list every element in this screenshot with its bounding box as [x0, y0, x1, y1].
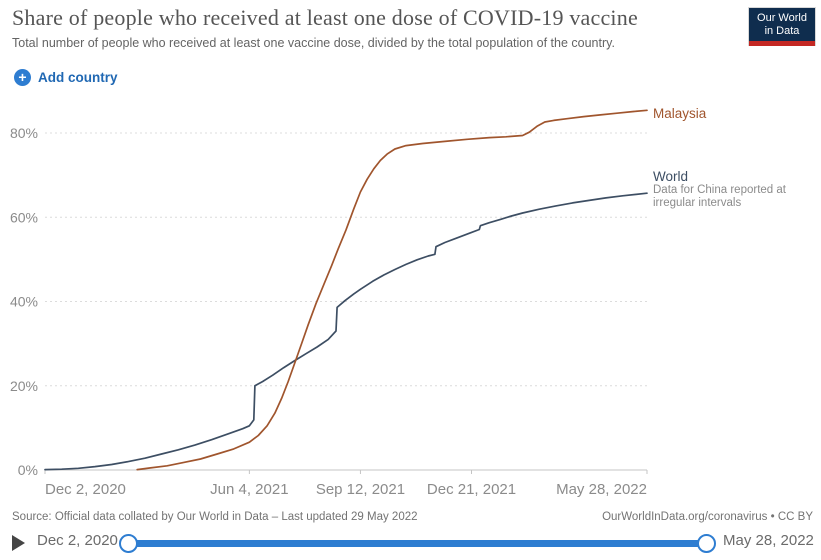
x-tick-label: May 28, 2022 — [556, 481, 647, 498]
x-tick-label: Dec 2, 2020 — [45, 481, 126, 498]
slider-start-handle[interactable] — [119, 534, 138, 553]
slider-end-handle[interactable] — [697, 534, 716, 553]
page-subtitle: Total number of people who received at l… — [12, 36, 615, 50]
add-country-label: Add country — [38, 70, 118, 85]
y-tick-label: 0% — [18, 462, 38, 478]
x-tick-label: Sep 12, 2021 — [316, 481, 405, 498]
add-country-button[interactable]: + Add country — [12, 67, 120, 88]
attribution-link[interactable]: OurWorldInData.org/coronavirus • CC BY — [602, 511, 813, 523]
timeline-slider[interactable] — [119, 533, 716, 553]
y-tick-label: 20% — [10, 378, 38, 394]
page-title: Share of people who received at least on… — [12, 5, 638, 30]
china-data-annotation: Data for China reported at irregular int… — [653, 184, 786, 209]
owid-logo-text: Our World in Data — [757, 12, 807, 37]
y-tick-label: 80% — [10, 125, 38, 141]
timeline-end-date[interactable]: May 28, 2022 — [723, 532, 814, 549]
series-line-malaysia — [136, 109, 648, 471]
series-label-malaysia[interactable]: Malaysia — [653, 106, 707, 121]
series-label-world[interactable]: World — [653, 169, 689, 184]
x-tick-label: Jun 4, 2021 — [210, 481, 288, 498]
timeline-start-date[interactable]: Dec 2, 2020 — [37, 532, 118, 549]
y-tick-label: 40% — [10, 294, 38, 310]
play-button[interactable] — [12, 534, 30, 552]
source-note: Source: Official data collated by Our Wo… — [12, 511, 418, 523]
y-tick-label: 60% — [10, 209, 38, 225]
slider-track[interactable] — [125, 540, 710, 547]
plus-icon: + — [14, 69, 31, 86]
play-icon — [12, 535, 25, 551]
owid-logo-red-bar — [749, 41, 815, 46]
owid-logo[interactable]: Our World in Data — [748, 7, 816, 46]
series-line-world — [44, 192, 648, 471]
x-tick-label: Dec 21, 2021 — [427, 481, 516, 498]
